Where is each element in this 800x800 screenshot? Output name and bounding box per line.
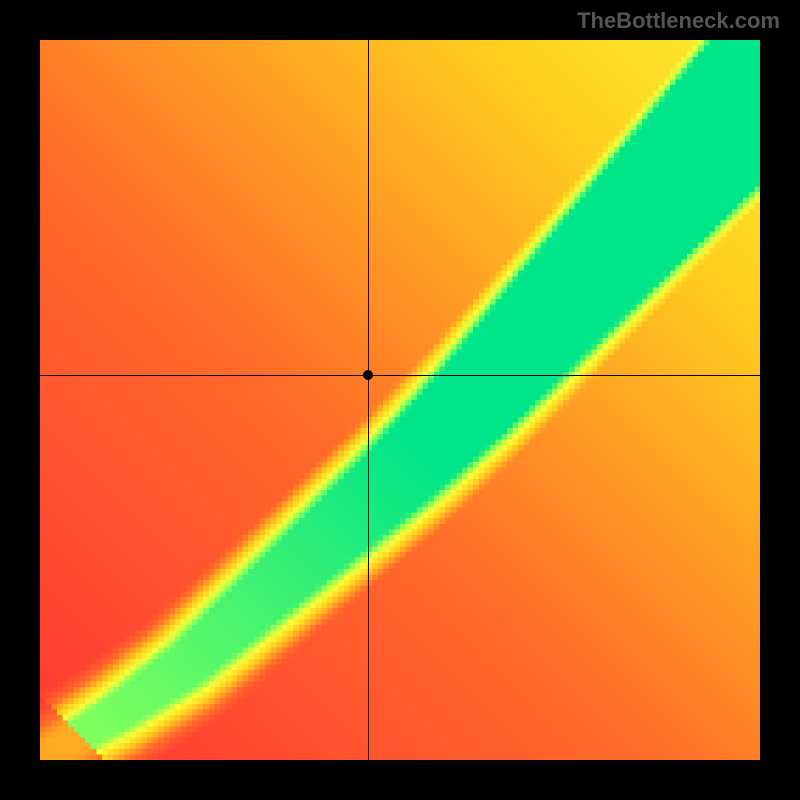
crosshair-marker	[363, 370, 373, 380]
crosshair-horizontal	[40, 375, 760, 376]
watermark-text: TheBottleneck.com	[577, 8, 780, 34]
heatmap-canvas	[40, 40, 760, 760]
crosshair-vertical	[368, 40, 369, 760]
plot-area	[40, 40, 760, 760]
